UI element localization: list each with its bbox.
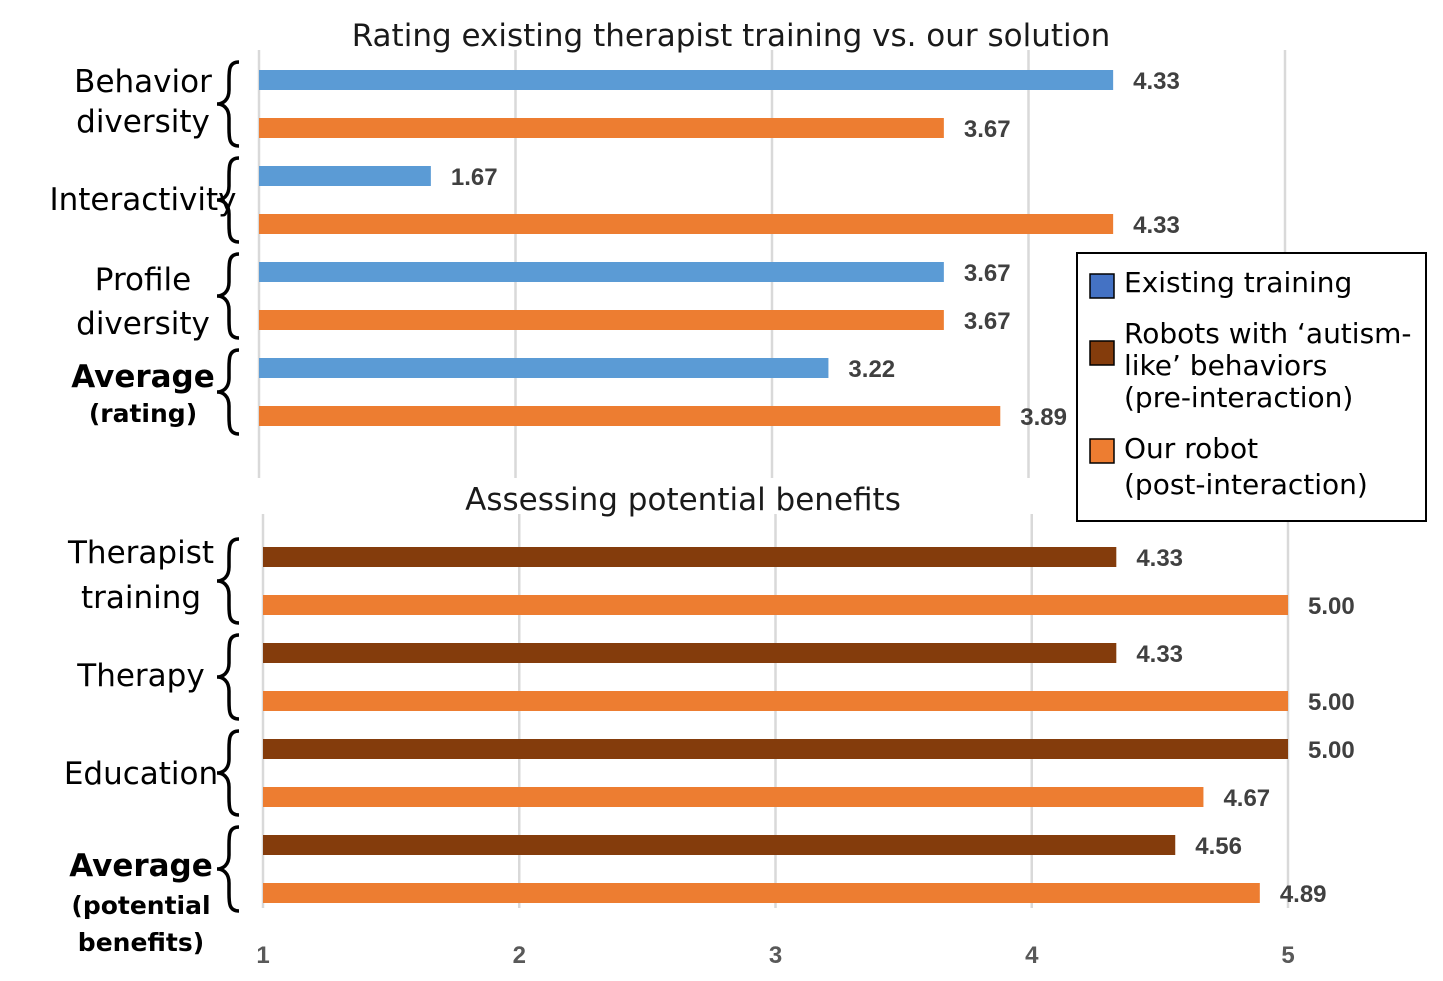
- value-label-our_robot-1-2: 4.67: [1223, 785, 1270, 812]
- category-label-1-0-1: training: [81, 580, 201, 616]
- bar-existing-0-0: [259, 70, 1114, 90]
- category-brace-1-1: [216, 633, 240, 721]
- value-label-our_robot-1-3: 4.89: [1280, 881, 1327, 908]
- bar-our_robot-0-3: [259, 406, 1001, 426]
- category-brace-1-3: [216, 825, 240, 913]
- category-label-1-3-0: Average: [69, 848, 213, 884]
- value-label-our_robot-0-3: 3.89: [1020, 404, 1067, 431]
- category-label-1-0-0: Therapist: [67, 535, 214, 571]
- value-label-existing-0-2: 3.67: [964, 260, 1011, 287]
- category-label-1-1-0: Therapy: [76, 658, 204, 694]
- legend-label-robots_pre-2: (pre-interaction): [1124, 381, 1353, 414]
- chart-title-1: Assessing potential benefits: [465, 482, 901, 518]
- bar-our_robot-1-1: [263, 691, 1288, 711]
- category-label-0-2-1: diversity: [76, 306, 210, 342]
- value-label-our_robot-1-1: 5.00: [1308, 689, 1355, 716]
- bar-our_robot-0-0: [259, 118, 944, 138]
- bar-robots_pre-1-1: [263, 643, 1117, 663]
- category-brace-1-2: [216, 729, 240, 817]
- value-label-existing-0-1: 1.67: [451, 164, 498, 191]
- value-label-robots_pre-1-1: 4.33: [1136, 641, 1183, 668]
- bar-existing-0-1: [259, 166, 431, 186]
- bars: [259, 70, 1288, 903]
- legend-swatch-existing: [1089, 273, 1115, 299]
- legend-swatch-our_robot: [1089, 438, 1115, 464]
- category-brace-0-3: [216, 348, 240, 436]
- category-brace-0-0: [216, 60, 240, 148]
- value-label-our_robot-1-0: 5.00: [1308, 593, 1355, 620]
- legend-label-robots_pre-1: like’ behaviors: [1124, 349, 1327, 382]
- value-label-robots_pre-1-2: 5.00: [1308, 737, 1355, 764]
- value-label-existing-0-3: 3.22: [848, 356, 895, 383]
- category-brace-1-0: [216, 537, 240, 625]
- bar-our_robot-1-3: [263, 883, 1260, 903]
- legend-box: [1076, 252, 1427, 522]
- value-label-robots_pre-1-0: 4.33: [1136, 545, 1183, 572]
- value-label-our_robot-0-1: 4.33: [1133, 212, 1180, 239]
- category-label-0-0-0: Behavior: [74, 64, 212, 100]
- legend-swatch-robots_pre: [1089, 340, 1115, 366]
- legend: Existing training Robots with ‘autism-lik…: [1076, 252, 1427, 522]
- bar-our_robot-0-2: [259, 310, 944, 330]
- category-brace-0-1: [216, 156, 240, 244]
- category-label-0-3-1: (rating): [89, 399, 197, 428]
- category-label-1-3-2: benefits): [78, 928, 204, 957]
- bar-our_robot-0-1: [259, 214, 1114, 234]
- x-tick-label-4: 4: [1025, 942, 1039, 969]
- value-label-existing-0-0: 4.33: [1133, 68, 1180, 95]
- legend-label-our_robot-1: (post-interaction): [1124, 468, 1368, 501]
- x-tick-label-2: 2: [513, 942, 526, 969]
- value-label-robots_pre-1-3: 4.56: [1195, 833, 1242, 860]
- chart-title-0: Rating existing therapist training vs. o…: [352, 18, 1111, 54]
- value-label-our_robot-0-0: 3.67: [964, 116, 1011, 143]
- bar-existing-0-3: [259, 358, 829, 378]
- category-brace-0-2: [216, 252, 240, 340]
- category-label-0-3-0: Average: [71, 359, 215, 395]
- x-tick-label-3: 3: [769, 942, 782, 969]
- category-label-0-2-0: Profile: [95, 262, 191, 298]
- bar-robots_pre-1-2: [263, 739, 1288, 759]
- bar-robots_pre-1-0: [263, 547, 1117, 567]
- value-label-our_robot-0-2: 3.67: [964, 308, 1011, 335]
- category-label-0-1-0: Interactivity: [49, 182, 236, 218]
- bar-our_robot-1-0: [263, 595, 1288, 615]
- x-tick-label-5: 5: [1281, 942, 1294, 969]
- labels: Rating existing therapist training vs. o…: [49, 18, 1354, 969]
- category-label-1-3-1: (potential: [71, 891, 210, 920]
- legend-label-robots_pre-0: Robots with ‘autism-: [1124, 317, 1412, 350]
- legend-label-existing-0: Existing training: [1124, 266, 1352, 299]
- category-label-0-0-1: diversity: [76, 104, 210, 140]
- x-tick-label-1: 1: [256, 942, 269, 969]
- legend-label-our_robot-0: Our robot: [1124, 432, 1258, 465]
- category-label-1-2-0: Education: [64, 756, 218, 792]
- bar-robots_pre-1-3: [263, 835, 1176, 855]
- bar-existing-0-2: [259, 262, 944, 282]
- bar-our_robot-1-2: [263, 787, 1204, 807]
